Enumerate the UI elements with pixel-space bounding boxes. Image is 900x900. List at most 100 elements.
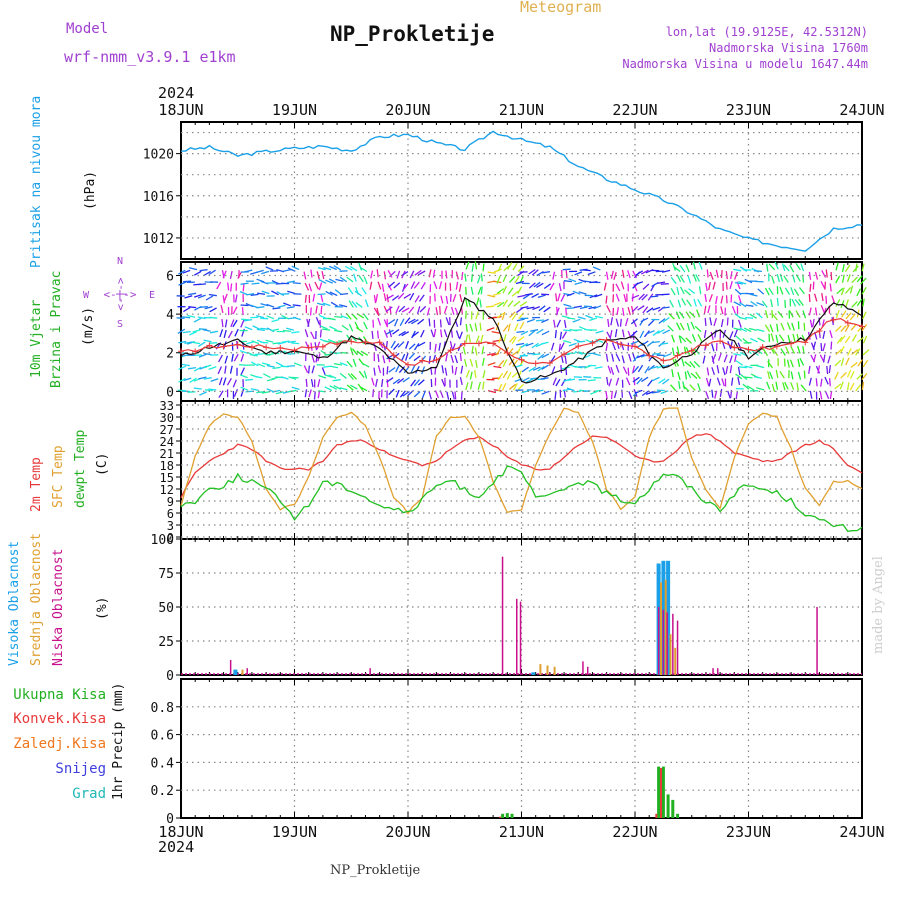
- wind-arrow: [209, 307, 217, 313]
- wind-arrow: [181, 363, 190, 367]
- wind-arrow: [813, 293, 818, 302]
- wind-arrow: [387, 318, 396, 325]
- wind-arrow: [537, 365, 545, 372]
- wind-arrow: [404, 317, 411, 325]
- wind-arrow: [328, 374, 337, 379]
- wind-arrow: [359, 266, 368, 273]
- wind-arrow: [530, 329, 539, 332]
- wind-arrow: [563, 329, 572, 332]
- wind-arrow: [304, 282, 310, 291]
- wind-arrow: [502, 285, 507, 294]
- wind-arrow: [376, 330, 380, 339]
- wind-arrow: [388, 329, 393, 338]
- wind-arrow: [426, 307, 431, 316]
- wind-arrow: [304, 294, 307, 303]
- wind-arrow: [739, 266, 748, 272]
- wind-gust-marker: [362, 338, 369, 345]
- wind-arrow: [821, 293, 824, 302]
- wind-gust-marker: [192, 348, 199, 355]
- wind-arrow: [358, 262, 363, 271]
- wind-arrow: [609, 329, 613, 339]
- wind-arrow: [610, 366, 615, 376]
- wind-arrow: [218, 354, 223, 363]
- wind-arrow: [705, 377, 710, 386]
- wind-arrow: [203, 364, 212, 369]
- wind-arrow: [319, 329, 322, 338]
- wind-arrow: [397, 341, 405, 348]
- wind-arrow: [578, 291, 587, 295]
- wind-arrow: [526, 318, 535, 323]
- wind-arrow: [616, 307, 620, 316]
- day-label-bottom: 19JUN: [272, 823, 317, 841]
- wind-arrow: [630, 340, 639, 345]
- wind-arrow: [827, 355, 831, 364]
- wind-arrow: [496, 275, 501, 284]
- wind-arrow: [266, 388, 275, 393]
- wind-arrow: [277, 304, 286, 308]
- wind-arrow: [738, 366, 747, 369]
- wind-arrow: [711, 389, 714, 398]
- cloud-low-bar: [519, 601, 522, 675]
- wind-arrow: [735, 335, 743, 342]
- pressure-ytick-label: 1020: [143, 148, 174, 163]
- wind-arrow: [458, 331, 463, 340]
- wind-arrow: [687, 275, 692, 284]
- wind-arrow: [319, 325, 328, 330]
- wind-arrow: [775, 381, 779, 390]
- wind-arrow: [474, 261, 478, 270]
- wind-arrow: [767, 370, 771, 380]
- wind-arrow: [363, 321, 368, 330]
- wind-arrow: [786, 322, 792, 331]
- wind-arrow: [856, 336, 864, 343]
- wind-arrow: [304, 329, 309, 338]
- wind-arrow: [605, 271, 609, 280]
- wind-arrow: [323, 340, 332, 343]
- wind-arrow: [646, 307, 654, 313]
- precip-conv-bar: [660, 768, 662, 818]
- wind-arrow: [610, 270, 614, 279]
- precip-label-graupel: Grad: [72, 786, 106, 802]
- wind-arrow: [651, 391, 660, 394]
- wind-arrow: [558, 343, 561, 352]
- wind-arrow: [413, 355, 421, 362]
- wind-arrow: [757, 288, 765, 295]
- wind-arrow: [465, 286, 467, 295]
- wind-arrow: [272, 307, 281, 310]
- wind-arrow: [418, 294, 425, 302]
- wind-arrow: [192, 329, 201, 333]
- wind-arrow: [611, 342, 617, 351]
- wind-arrow: [512, 382, 518, 391]
- wind-arrow: [630, 305, 634, 315]
- wind-arrow: [198, 353, 207, 358]
- wind-gust-marker: [802, 339, 809, 346]
- wind-arrow: [593, 305, 602, 310]
- wind-arrow: [543, 283, 552, 290]
- model-label: Model: [66, 21, 109, 37]
- wind-arrow: [673, 266, 681, 273]
- wind-arrow: [322, 328, 331, 331]
- wind-arrow: [739, 301, 747, 308]
- wind-arrow: [392, 378, 401, 385]
- wind-arrow: [861, 381, 865, 390]
- wind-arrow: [246, 292, 255, 296]
- wind-arrow: [229, 365, 233, 374]
- wind-arrow: [183, 377, 192, 382]
- wind-arrow: [358, 370, 365, 378]
- wind-arrow: [719, 388, 723, 398]
- day-label-top: 20JUN: [385, 101, 430, 119]
- wind-arrow: [775, 369, 779, 379]
- wind-arrow: [189, 267, 198, 271]
- wind-arrow: [223, 293, 228, 302]
- wind-arrow: [451, 391, 455, 400]
- wind-arrow: [720, 306, 724, 315]
- wind-arrow: [647, 379, 654, 387]
- wind-arrow: [359, 386, 368, 392]
- wind-gust-marker: [788, 340, 795, 347]
- wind-gust-marker: [461, 340, 468, 347]
- wind-arrow: [812, 281, 815, 290]
- wind-arrow: [614, 329, 618, 338]
- wind-arrow: [679, 286, 685, 295]
- wind-arrow: [271, 290, 279, 296]
- wind-arrow: [234, 294, 238, 303]
- wind-arrow: [281, 293, 290, 295]
